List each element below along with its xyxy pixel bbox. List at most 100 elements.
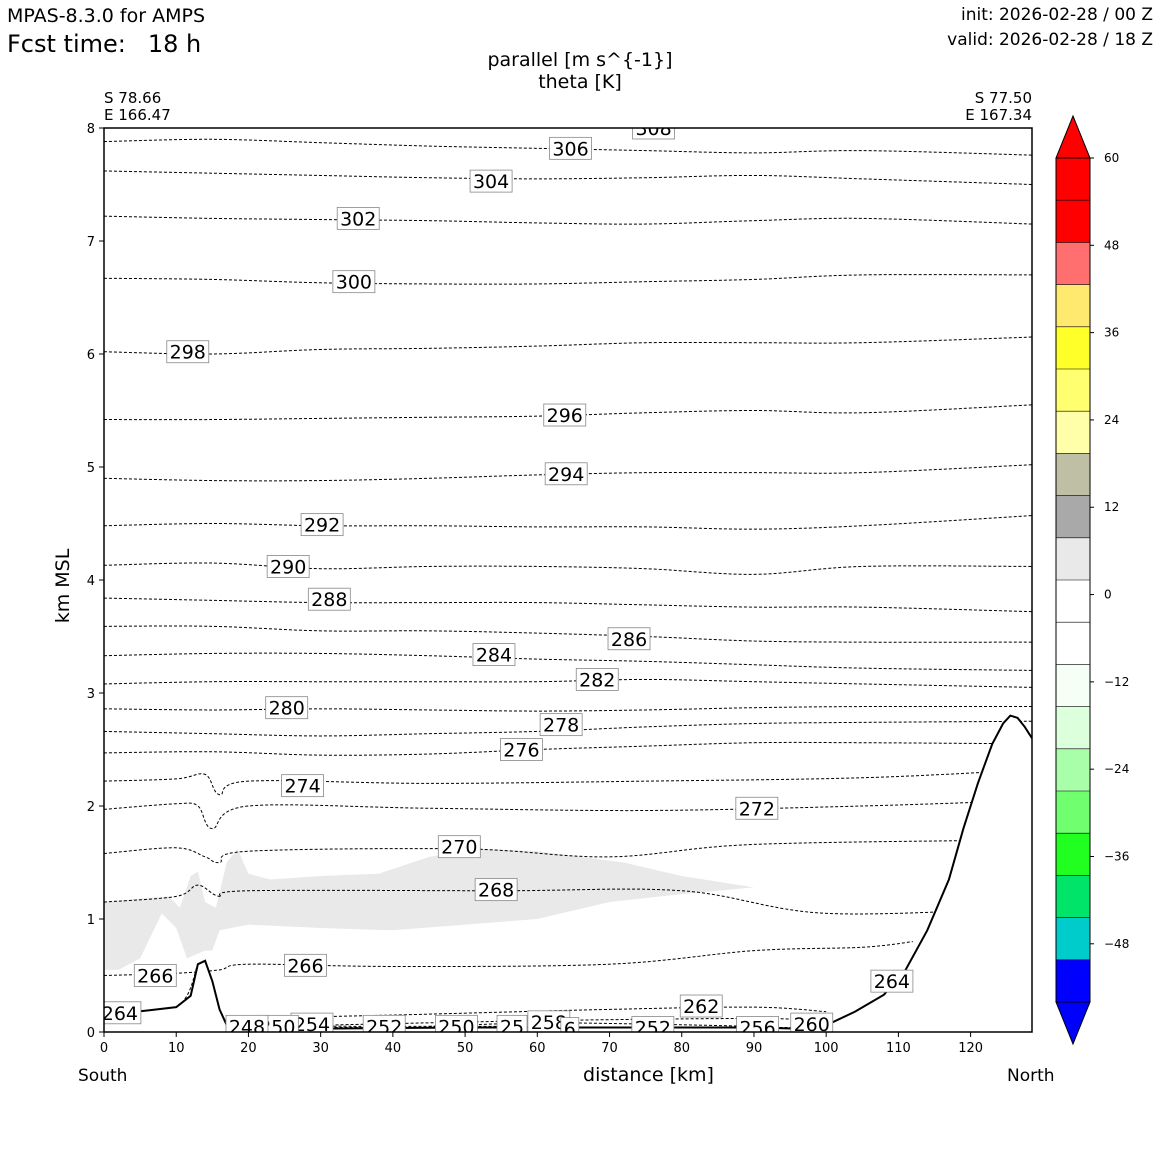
north-label: North <box>1007 1066 1055 1086</box>
contour-label: 264 <box>874 971 910 993</box>
contour-label: 274 <box>284 776 320 798</box>
contour-label: 254 <box>294 1014 330 1036</box>
colorbar-band <box>1056 917 1090 961</box>
contour-label-box <box>631 1016 675 1032</box>
x-tick-label: 100 <box>814 1041 839 1056</box>
theta-contour-270 <box>104 839 1032 864</box>
colorbar-band <box>1056 369 1090 412</box>
y-tick-label: 5 <box>87 461 95 476</box>
contour-label: 280 <box>269 698 305 720</box>
contour-label: 268 <box>478 880 514 902</box>
theta-contour-276 <box>104 741 1032 756</box>
theta-contour-284 <box>104 652 1032 671</box>
theta-contour-286 <box>104 625 1032 643</box>
contour-label: 252 <box>366 1016 402 1038</box>
colorbar-tick-label: −36 <box>1104 849 1129 863</box>
valid-time: valid: 2026-02-28 / 18 Z <box>947 30 1153 50</box>
contour-label-box <box>469 169 513 193</box>
contour-label-box <box>437 835 481 859</box>
contour-label-box <box>735 796 779 820</box>
left-end-longitude: E 166.47 <box>104 106 171 124</box>
colorbar-frame <box>1055 157 1091 1003</box>
x-tick-label: 90 <box>746 1041 763 1056</box>
x-tick-label: 10 <box>168 1041 185 1056</box>
contour-label-box <box>281 774 324 798</box>
theta-contour-298 <box>104 336 1032 355</box>
contour-label: 260 <box>794 1014 830 1036</box>
contour-label-box <box>104 1001 142 1025</box>
contour-label-box <box>300 513 344 537</box>
x-tick-label: 20 <box>240 1041 257 1056</box>
contour-label: 286 <box>611 629 647 651</box>
contour-label: 252 <box>635 1017 671 1039</box>
contour-label: 300 <box>336 272 372 294</box>
theta-contour-282 <box>104 678 1032 688</box>
model-name: MPAS-8.3.0 for AMPS <box>7 5 206 27</box>
contour-label-box <box>307 587 351 611</box>
theta-contour-296 <box>104 404 1032 421</box>
x-tick-label: 110 <box>886 1041 911 1056</box>
x-tick-label: 120 <box>958 1041 983 1056</box>
colorbar-tick-label: −24 <box>1104 762 1129 776</box>
contour-label-box <box>543 403 587 427</box>
colorbar-tick-label: −48 <box>1104 937 1129 951</box>
colorbar-band <box>1056 537 1090 581</box>
x-tick-label: 60 <box>529 1041 546 1056</box>
y-axis-label: km MSL <box>52 548 74 624</box>
contour-label-box <box>166 340 210 364</box>
init-time: init: 2026-02-28 / 00 Z <box>960 5 1153 25</box>
colorbar-band <box>1056 875 1090 919</box>
contour-label: 258 <box>531 1012 567 1034</box>
y-tick-label: 6 <box>87 348 95 363</box>
colorbar-band <box>1056 200 1090 243</box>
x-tick-label: 80 <box>673 1041 690 1056</box>
contour-label-box <box>474 878 518 902</box>
theta-contour-272 <box>104 799 1032 830</box>
contour-label: 272 <box>739 798 775 820</box>
colorbar-band <box>1056 706 1090 750</box>
y-tick-label: 0 <box>87 1026 95 1041</box>
contour-label-box <box>496 1014 528 1032</box>
contour-label: 292 <box>304 515 340 537</box>
contour-label-box <box>549 136 592 160</box>
forecast-time-value: 18 h <box>147 30 202 58</box>
right-end-longitude: E 167.34 <box>965 106 1032 124</box>
colorbar-band <box>1056 158 1090 201</box>
theta-contour-302 <box>104 215 1032 225</box>
colorbar-tick-label: 0 <box>1104 588 1112 602</box>
contour-label: 276 <box>503 740 539 762</box>
theta-contour-304 <box>104 170 1032 185</box>
south-label: South <box>78 1066 128 1086</box>
contour-label: 294 <box>548 464 584 486</box>
contour-label-box <box>544 462 588 486</box>
contour-label: 25 <box>500 1016 524 1038</box>
colorbar-tick-label: 60 <box>1104 151 1119 165</box>
contour-label-box <box>575 668 619 691</box>
contour-label: 278 <box>543 715 579 737</box>
contour-label-box <box>870 969 914 993</box>
theta-contour-300 <box>104 274 1032 285</box>
colorbar-band <box>1056 580 1090 623</box>
contour-label: 266 <box>137 966 173 988</box>
theta-contour-290 <box>104 562 1032 575</box>
colorbar-band <box>1056 833 1090 876</box>
forecast-time: Fcst time: 18 h <box>7 30 201 58</box>
wind-shaded-region <box>104 848 754 970</box>
colorbar-band <box>1056 242 1090 286</box>
x-tick-label: 0 <box>100 1041 108 1056</box>
contour-label: 308 <box>635 118 671 140</box>
colorbar-band <box>1056 326 1090 370</box>
y-tick-label: 1 <box>87 913 95 928</box>
contour-label: 262 <box>683 996 719 1018</box>
contour-label-box <box>560 1017 580 1032</box>
contour-label-box <box>133 964 177 987</box>
colorbar-over-arrow <box>1055 114 1091 159</box>
right-end-latitude: S 77.50 <box>974 89 1032 107</box>
colorbar-band <box>1056 411 1090 454</box>
colorbar-band <box>1056 664 1090 708</box>
contour-label: 304 <box>473 171 509 193</box>
colorbar-band <box>1056 748 1090 792</box>
